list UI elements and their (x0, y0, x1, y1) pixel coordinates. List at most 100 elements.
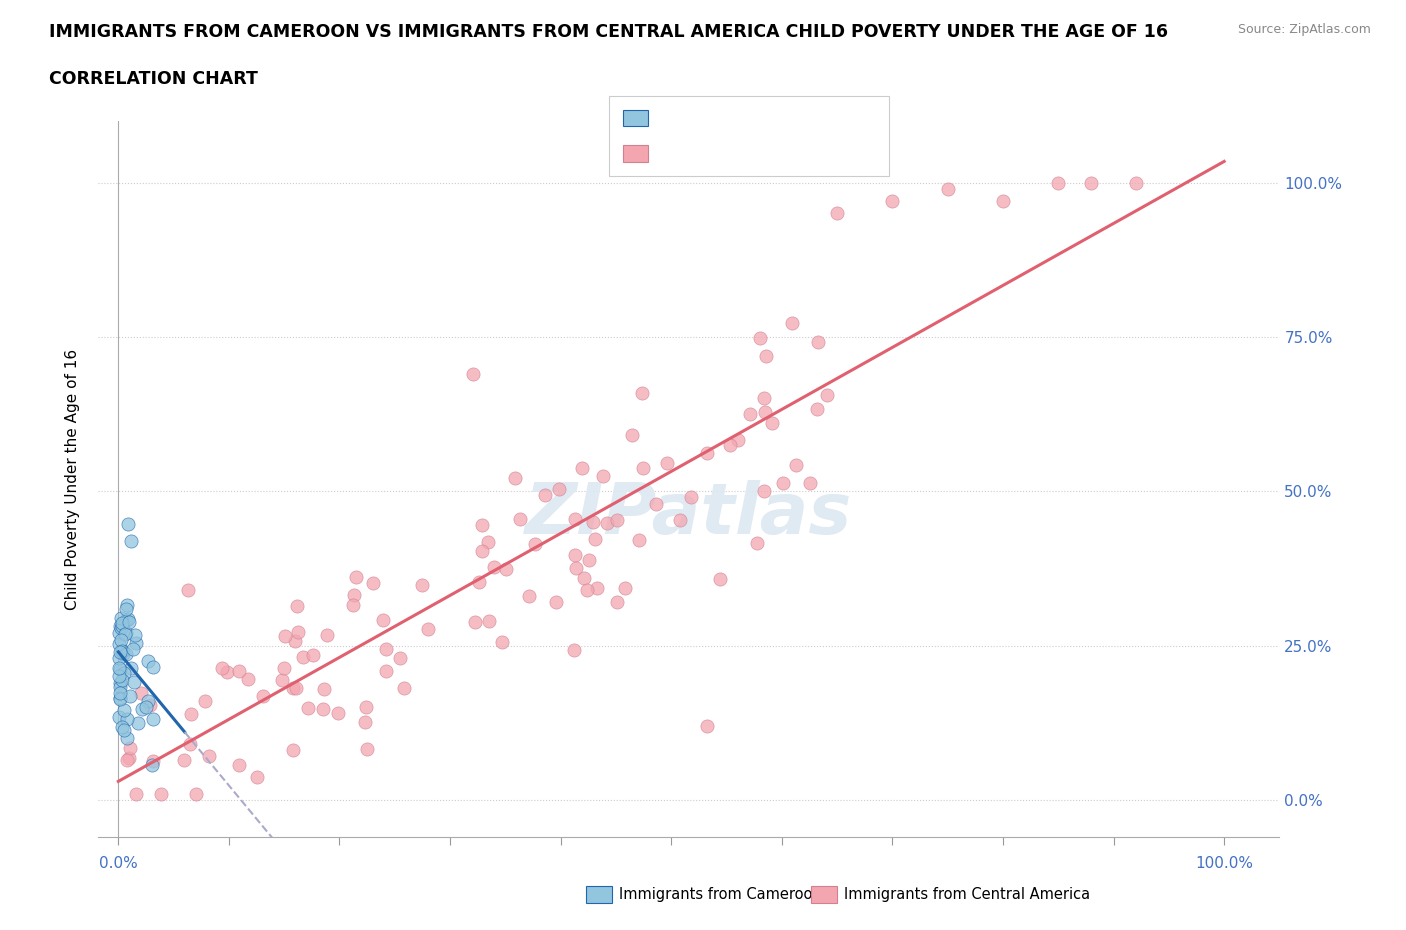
Point (217, 665, 239, 680)
Point (478, 613, 501, 628)
Point (655, 456, 678, 471)
Point (583, 531, 606, 546)
Point (517, 589, 540, 604)
Point (108, 650, 131, 665)
Point (882, 193, 904, 208)
Point (108, 710, 131, 724)
Point (546, 594, 568, 609)
Point (131, 701, 153, 716)
Point (825, 206, 848, 221)
Point (228, 663, 250, 678)
Point (108, 691, 131, 706)
Point (991, 193, 1014, 208)
Point (630, 386, 652, 401)
Point (799, 475, 821, 490)
Point (115, 602, 138, 617)
Point (1125, 175, 1147, 190)
Point (606, 512, 628, 527)
Point (373, 612, 395, 627)
Point (578, 552, 600, 567)
Point (936, 181, 959, 196)
Point (125, 787, 148, 802)
Point (211, 660, 233, 675)
Point (139, 698, 162, 712)
Point (136, 694, 159, 709)
Point (111, 644, 134, 658)
Point (114, 627, 136, 642)
Point (571, 460, 593, 475)
Text: Immigrants from Central America: Immigrants from Central America (844, 887, 1090, 902)
Point (679, 489, 702, 504)
Point (177, 582, 200, 597)
Point (110, 632, 132, 647)
Point (547, 482, 569, 497)
Point (120, 741, 142, 756)
Point (194, 693, 217, 708)
Point (356, 742, 378, 757)
Point (354, 700, 377, 715)
Point (287, 624, 309, 639)
Point (328, 706, 350, 721)
Point (117, 612, 139, 627)
Point (273, 660, 295, 675)
Text: R =  0.725   N = 120: R = 0.725 N = 120 (659, 144, 832, 163)
Point (696, 719, 718, 734)
Point (111, 644, 134, 658)
Point (696, 445, 718, 460)
Point (198, 749, 221, 764)
Point (572, 570, 595, 585)
Point (614, 580, 637, 595)
Point (411, 578, 433, 593)
Point (117, 731, 139, 746)
Point (117, 753, 139, 768)
Point (124, 628, 146, 643)
Point (606, 594, 628, 609)
Point (252, 688, 274, 703)
Point (1080, 175, 1102, 190)
Point (110, 680, 132, 695)
Point (1047, 175, 1070, 190)
Point (344, 570, 367, 585)
Point (761, 416, 783, 431)
Point (274, 629, 297, 644)
Text: R = -0.212   N =  53: R = -0.212 N = 53 (659, 109, 828, 127)
Point (118, 689, 141, 704)
Point (141, 758, 163, 773)
Point (108, 669, 131, 684)
Point (122, 674, 145, 689)
Text: Source: ZipAtlas.com: Source: ZipAtlas.com (1237, 23, 1371, 36)
Point (752, 484, 775, 498)
Point (302, 647, 325, 662)
Point (633, 460, 655, 475)
Point (464, 615, 486, 630)
Point (142, 711, 165, 726)
Point (285, 599, 308, 614)
Point (353, 714, 375, 729)
Point (108, 692, 131, 707)
Point (292, 650, 315, 665)
Point (110, 620, 132, 635)
Point (108, 660, 131, 675)
Point (283, 681, 305, 696)
Point (806, 402, 828, 417)
Text: CORRELATION CHART: CORRELATION CHART (49, 70, 259, 87)
Point (173, 752, 195, 767)
Text: Immigrants from Cameroon: Immigrants from Cameroon (619, 887, 821, 902)
Text: 100.0%: 100.0% (1195, 856, 1253, 870)
Point (110, 661, 132, 676)
Point (477, 534, 499, 549)
Point (343, 588, 366, 603)
Point (120, 533, 142, 548)
Point (576, 583, 599, 598)
Point (564, 512, 586, 526)
Point (114, 625, 136, 640)
Point (564, 561, 586, 576)
Point (112, 665, 135, 680)
Point (727, 432, 749, 447)
Point (129, 685, 152, 700)
Point (125, 636, 148, 651)
Point (709, 572, 731, 587)
Point (534, 487, 557, 502)
Point (388, 650, 411, 665)
Point (122, 642, 145, 657)
